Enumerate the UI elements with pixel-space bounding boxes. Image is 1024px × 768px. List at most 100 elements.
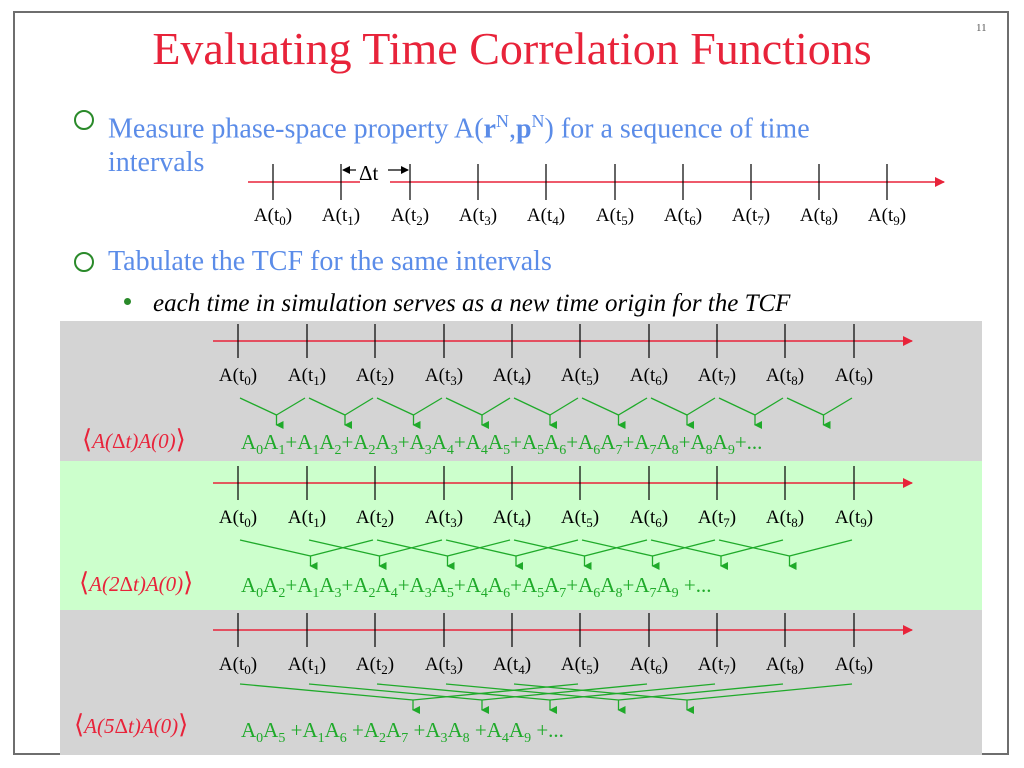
corr-label-1: ⟨A(Δt)A(0)⟩ bbox=[82, 425, 186, 455]
panel-1-connector bbox=[513, 397, 551, 416]
panel-1-connector bbox=[718, 397, 756, 416]
corr-1-delta: Δ bbox=[111, 429, 126, 453]
panel-1-connector bbox=[823, 397, 853, 416]
panel-3-timeline-label-2: A(t2) bbox=[355, 654, 395, 677]
top-timeline-label-2: A(t2) bbox=[390, 205, 430, 228]
panel-3-connector bbox=[513, 683, 688, 701]
bullet-1-comma: , bbox=[508, 113, 516, 145]
panel-1-timeline-label-5: A(t5) bbox=[560, 365, 600, 388]
panel-1-timeline-label-9: A(t9) bbox=[834, 365, 874, 388]
panel-2-timeline-label-3: A(t3) bbox=[424, 507, 464, 530]
top-timeline-label-5: A(t5) bbox=[595, 205, 635, 228]
panel-2-timeline-label-2: A(t2) bbox=[355, 507, 395, 530]
corr-3-t: t bbox=[128, 714, 134, 738]
corr-3-post: )A(0) bbox=[133, 714, 179, 738]
panel-2-connector bbox=[239, 539, 311, 557]
bullet-1-sup-n: N bbox=[495, 111, 509, 131]
bullet-2: Tabulate the TCF for the same intervals bbox=[108, 246, 552, 277]
right-angle-icon: ⟩ bbox=[183, 568, 194, 597]
panel-1-timeline-label-7: A(t7) bbox=[697, 365, 737, 388]
panel-3-connector bbox=[412, 683, 579, 701]
delta-t-label: Δt bbox=[359, 161, 379, 185]
top-timeline-label-9: A(t9) bbox=[867, 205, 907, 228]
panel-1-connector bbox=[754, 397, 784, 416]
panel-2-background bbox=[60, 461, 982, 610]
panel-2-connector bbox=[650, 539, 722, 557]
sub-bullet-dot-icon bbox=[124, 298, 131, 305]
top-timeline-label-7: A(t7) bbox=[731, 205, 771, 228]
corr-2-delta: Δ bbox=[119, 572, 133, 596]
panel-1-connector bbox=[650, 397, 688, 416]
top-timeline-label-0: A(t0) bbox=[253, 205, 293, 228]
bullet-ring-icon bbox=[74, 110, 94, 130]
panel-1-connector bbox=[686, 397, 716, 416]
panel-2-timeline-label-0: A(t0) bbox=[218, 507, 258, 530]
panel-1-connector bbox=[376, 397, 414, 416]
bullet-ring-icon bbox=[74, 252, 94, 272]
panel-1-connector bbox=[581, 397, 619, 416]
panel-1-connector bbox=[549, 397, 579, 416]
panel-2-connector bbox=[581, 539, 653, 557]
panel-2-connector bbox=[513, 539, 585, 557]
corr-1-pre: A( bbox=[92, 429, 112, 453]
panel-3-connector bbox=[445, 683, 619, 701]
panel-3-connector bbox=[686, 683, 853, 701]
panel-3-timeline-label-5: A(t5) bbox=[560, 654, 600, 677]
top-timeline-label-4: A(t4) bbox=[526, 205, 566, 228]
panel-1-timeline-label-6: A(t6) bbox=[629, 365, 669, 388]
panel-1-connector bbox=[344, 397, 374, 416]
bullet-1-text-pre: Measure phase-space property A( bbox=[108, 113, 484, 145]
slide-title: Evaluating Time Correlation Functions bbox=[152, 23, 872, 74]
corr-1-t: t bbox=[125, 429, 132, 453]
left-angle-icon: ⟨ bbox=[74, 710, 85, 739]
panel-1-connector bbox=[276, 397, 306, 416]
bullet-1-line-1: Measure phase-space property A(rN,pN) fo… bbox=[108, 104, 810, 146]
panel-1-timeline-label-1: A(t1) bbox=[287, 365, 327, 388]
corr-label-3: ⟨A(5Δt)A(0)⟩ bbox=[74, 710, 188, 740]
panel-1-timeline-label-4: A(t4) bbox=[492, 365, 532, 388]
panel-3-timeline-label-1: A(t1) bbox=[287, 654, 327, 677]
panel-1-timeline-label-0: A(t0) bbox=[218, 365, 258, 388]
bullet-1-r: r bbox=[483, 113, 496, 145]
panel-3-connector bbox=[618, 683, 784, 701]
panel-3-timeline-label-7: A(t7) bbox=[697, 654, 737, 677]
panel-1-connector bbox=[786, 397, 824, 416]
panel-2-connector bbox=[376, 539, 448, 557]
panel-3-timeline-label-6: A(t6) bbox=[629, 654, 669, 677]
panel-1-connector bbox=[481, 397, 511, 416]
panel-3-background bbox=[60, 610, 982, 755]
bullet-1-p: p bbox=[515, 113, 532, 145]
panel-2-timeline-label-8: A(t8) bbox=[765, 507, 805, 530]
corr-1-post: )A(0) bbox=[131, 429, 176, 453]
right-angle-icon: ⟩ bbox=[178, 710, 189, 739]
sum-2: A0A2+A1A3+A2A4+A3A5+A4A6+A5A7+A6A8+A7A9 … bbox=[241, 573, 712, 601]
panel-2-connector bbox=[308, 539, 380, 557]
panel-3-connector bbox=[481, 683, 648, 701]
corr-label-2: ⟨A(2Δt)A(0)⟩ bbox=[79, 568, 193, 598]
panel-3-connector bbox=[549, 683, 716, 701]
panel-3-connector bbox=[308, 683, 483, 701]
panel-2-timeline-label-1: A(t1) bbox=[287, 507, 327, 530]
panel-1-connector bbox=[445, 397, 483, 416]
panel-2-timeline-label-6: A(t6) bbox=[629, 507, 669, 530]
panel-3-timeline-label-8: A(t8) bbox=[765, 654, 805, 677]
panel-1-background bbox=[60, 321, 982, 461]
left-angle-icon: ⟨ bbox=[79, 568, 90, 597]
top-timeline-label-6: A(t6) bbox=[663, 205, 703, 228]
bullet-1-sup-n-2: N bbox=[531, 111, 545, 131]
corr-3-pre: A(5 bbox=[84, 714, 115, 738]
panel-1-connector bbox=[413, 397, 443, 416]
right-angle-icon: ⟩ bbox=[175, 425, 186, 454]
bullet-1-line-2: intervals bbox=[108, 147, 205, 178]
sub-bullet-1: each time in simulation serves as a new … bbox=[153, 290, 791, 317]
panel-2-connector bbox=[718, 539, 790, 557]
corr-2-pre: A(2 bbox=[89, 572, 120, 596]
panel-1-connector bbox=[618, 397, 648, 416]
slide-number: 11 bbox=[976, 22, 987, 34]
panel-3-timeline-label-3: A(t3) bbox=[424, 654, 464, 677]
corr-3-delta: Δ bbox=[114, 714, 128, 738]
panel-2-timeline-label-7: A(t7) bbox=[697, 507, 737, 530]
panel-1-timeline-label-8: A(t8) bbox=[765, 365, 805, 388]
panel-2-connector bbox=[445, 539, 517, 557]
